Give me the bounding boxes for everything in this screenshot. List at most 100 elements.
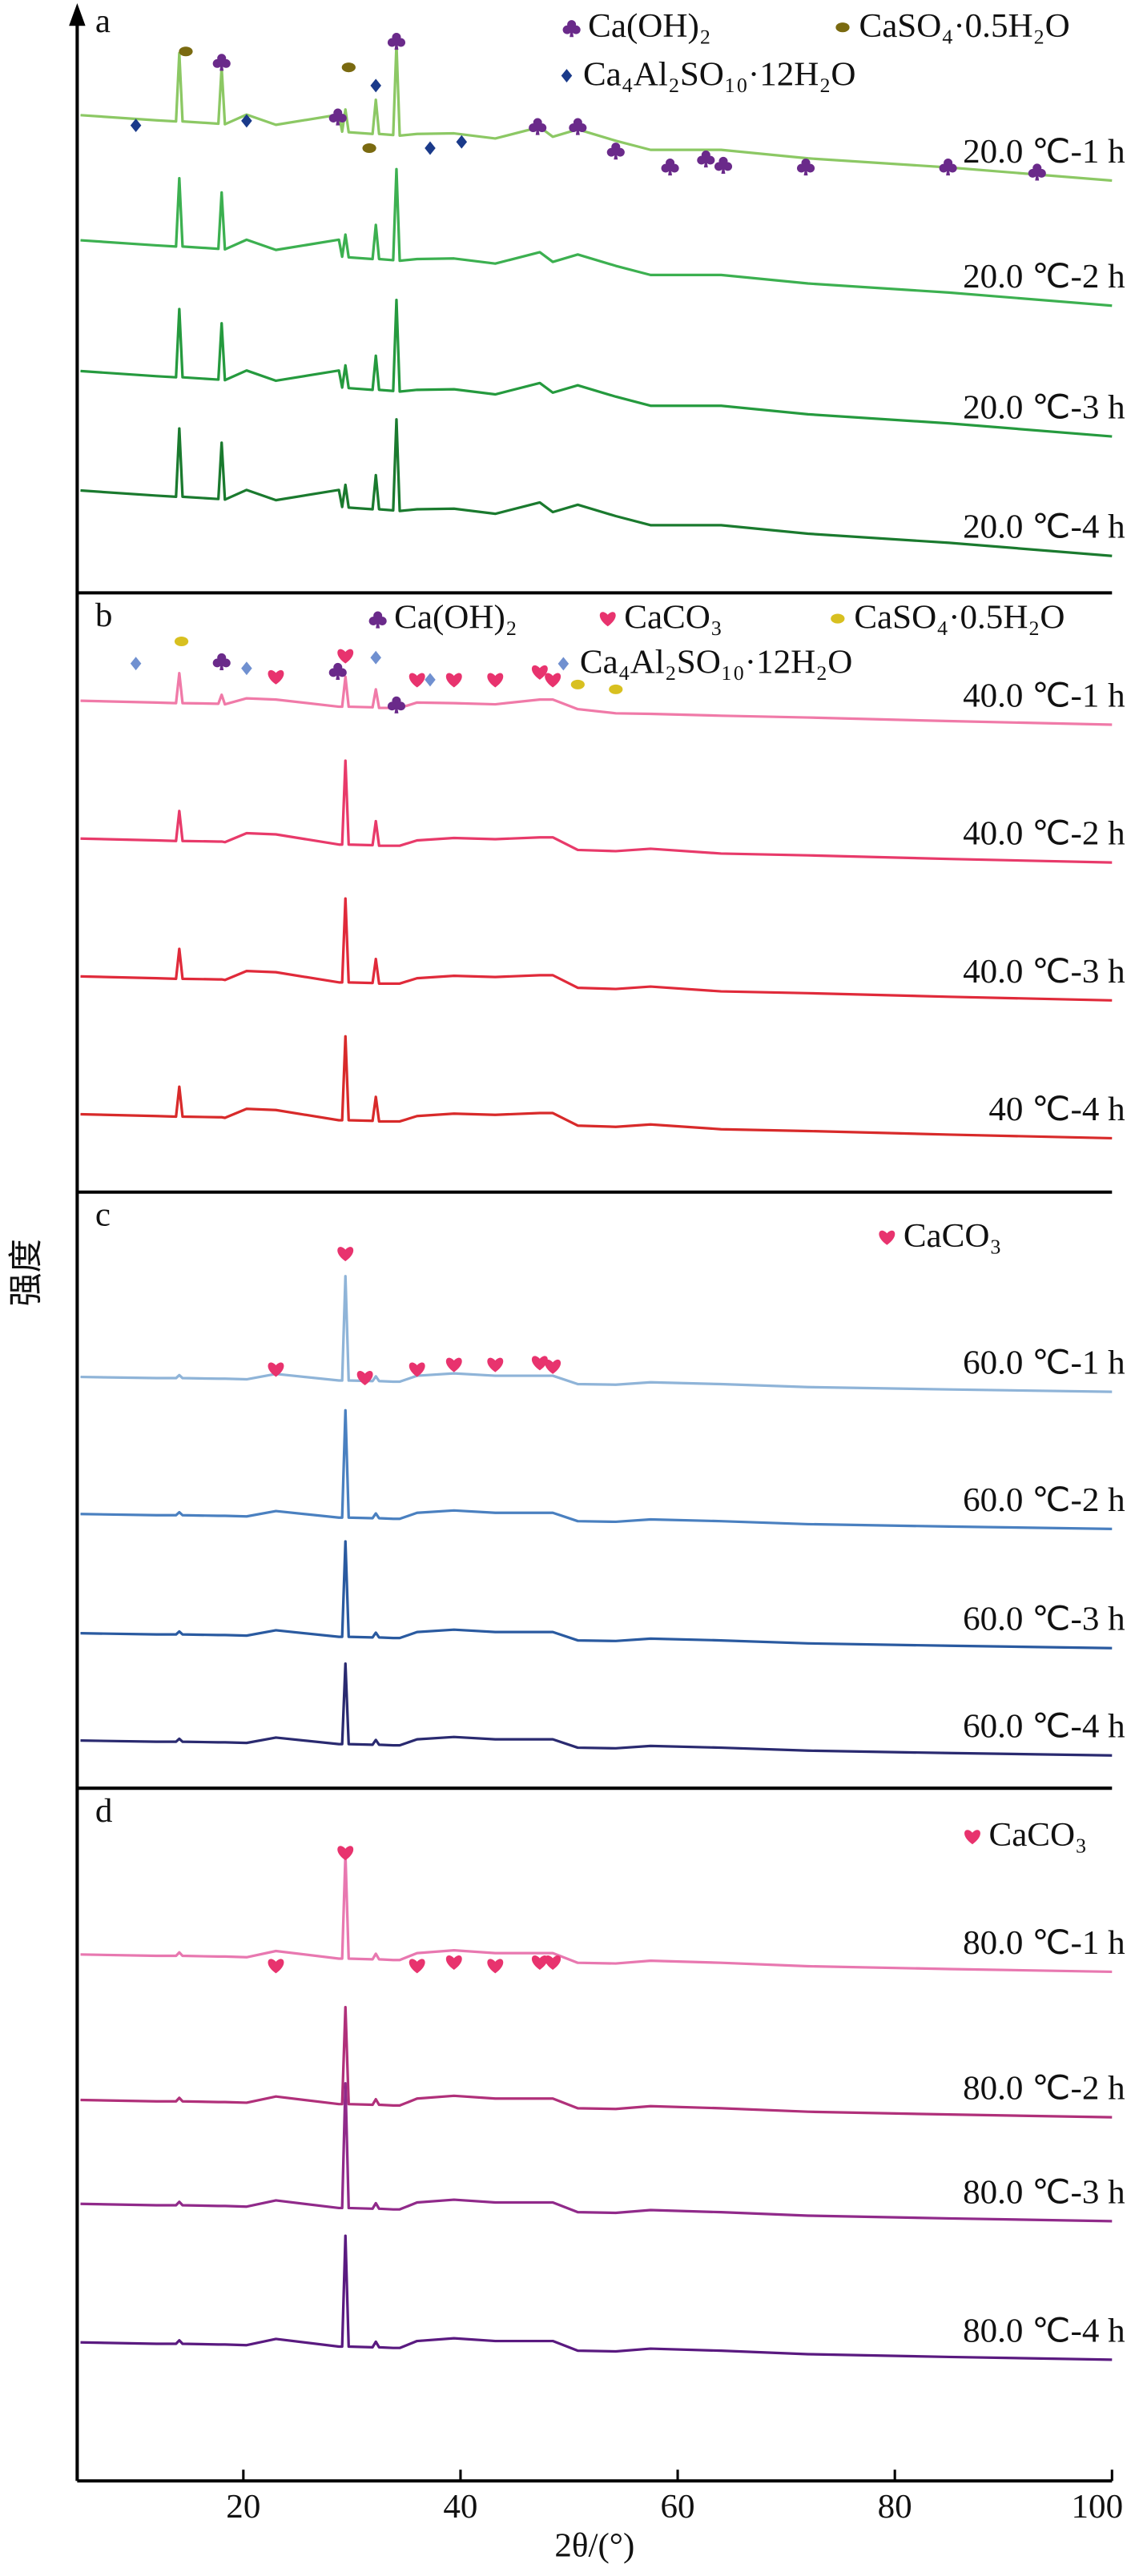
legend-label: CaSO₄·0.5H₂O xyxy=(854,599,1065,637)
legend-symbol xyxy=(561,69,573,83)
phase-marker xyxy=(487,1357,504,1372)
series-label: 80.0 ℃-1 h xyxy=(963,1924,1125,1962)
phase-marker xyxy=(939,158,957,176)
panel-label: a xyxy=(95,2,111,40)
phase-marker xyxy=(409,1362,425,1377)
legend-label: Ca₄Al₂SO₁₀·12H₂O xyxy=(583,56,855,94)
phase-marker xyxy=(387,33,406,50)
phase-marker xyxy=(337,1846,354,1861)
phase-marker xyxy=(387,696,406,713)
phase-marker xyxy=(409,1959,425,1974)
legend-label: Ca(OH)₂ xyxy=(588,7,711,45)
xrd-curve xyxy=(80,418,1113,557)
y-axis-arrow xyxy=(69,3,86,26)
phase-marker xyxy=(609,684,623,694)
xrd-curve xyxy=(80,2005,1113,2119)
legend-symbol xyxy=(368,611,387,629)
phase-marker xyxy=(212,653,231,671)
phase-marker xyxy=(445,1357,462,1372)
phase-marker xyxy=(570,679,585,689)
phase-marker xyxy=(545,1359,561,1374)
phase-marker xyxy=(531,1955,548,1970)
xrd-curve xyxy=(80,2082,1113,2223)
phase-marker xyxy=(1028,163,1046,181)
phase-marker xyxy=(130,657,142,671)
phase-marker xyxy=(697,151,715,168)
legend-symbol xyxy=(599,612,616,627)
legend-label: CaSO₄·0.5H₂O xyxy=(859,7,1069,45)
series-label: 40.0 ℃-3 h xyxy=(963,953,1125,991)
series-label: 80.0 ℃-4 h xyxy=(963,2313,1125,2350)
legend-label: Ca(OH)₂ xyxy=(394,599,517,637)
legend-symbol xyxy=(879,1230,896,1245)
series-label: 40.0 ℃-2 h xyxy=(963,815,1125,853)
x-axis-label: 2θ/(°) xyxy=(554,2527,634,2565)
series-label: 80.0 ℃-3 h xyxy=(963,2174,1125,2212)
legend-label: CaCO₃ xyxy=(624,599,722,637)
phase-marker xyxy=(337,1247,354,1262)
phase-marker xyxy=(130,119,142,133)
legend-label: Ca₄Al₂SO₁₀·12H₂O xyxy=(580,644,852,681)
phase-marker xyxy=(425,141,436,155)
panel-label: c xyxy=(95,1196,111,1234)
x-tick-label: 100 xyxy=(1072,2489,1124,2526)
phase-marker xyxy=(487,673,504,688)
phase-marker xyxy=(531,1356,548,1371)
phase-marker xyxy=(241,114,252,128)
xrd-curve xyxy=(80,1275,1113,1393)
xrd-curve xyxy=(80,167,1113,307)
x-tick-label: 60 xyxy=(661,2489,695,2526)
phase-marker xyxy=(341,62,356,73)
phase-marker xyxy=(545,1955,561,1970)
series-label: 60.0 ℃-1 h xyxy=(963,1344,1125,1382)
legend-symbol xyxy=(831,613,845,624)
series-label: 40.0 ℃-1 h xyxy=(963,677,1125,715)
phase-marker xyxy=(531,665,548,680)
phase-marker xyxy=(356,1370,373,1385)
legend-symbol xyxy=(562,20,581,38)
phase-marker xyxy=(445,673,462,688)
xrd-curve xyxy=(80,759,1113,864)
phase-marker xyxy=(425,673,436,687)
series-label: 20.0 ℃-4 h xyxy=(963,508,1125,546)
panel-label: d xyxy=(95,1792,113,1830)
series-label: 40 ℃-4 h xyxy=(988,1091,1125,1128)
series-label: 60.0 ℃-4 h xyxy=(963,1708,1125,1746)
phase-marker xyxy=(268,669,284,685)
phase-marker xyxy=(337,649,354,664)
legend-symbol xyxy=(964,1830,980,1845)
phase-marker xyxy=(714,156,733,174)
phase-marker xyxy=(370,650,381,665)
series-label: 80.0 ℃-2 h xyxy=(963,2070,1125,2108)
phase-marker xyxy=(241,661,252,676)
xrd-curve xyxy=(80,1853,1113,1974)
phase-marker xyxy=(179,46,193,57)
xrd-curve xyxy=(80,1540,1113,1650)
xrd-curve xyxy=(80,42,1113,183)
phase-marker xyxy=(328,662,347,680)
xrd-curve xyxy=(80,1409,1113,1530)
y-axis-label: 强度 xyxy=(7,1239,45,1306)
x-tick-label: 20 xyxy=(226,2489,260,2526)
series-label: 60.0 ℃-2 h xyxy=(963,1481,1125,1519)
xrd-curve xyxy=(80,672,1113,726)
xrd-curve xyxy=(80,1662,1113,1757)
phase-marker xyxy=(370,78,381,93)
xrd-curve xyxy=(80,1035,1113,1140)
series-label: 20.0 ℃-1 h xyxy=(963,133,1125,171)
legend-symbol xyxy=(557,657,570,671)
phase-marker xyxy=(174,636,189,647)
phase-marker xyxy=(796,158,815,176)
xrd-curve xyxy=(80,2234,1113,2361)
phase-marker xyxy=(529,118,547,135)
phase-marker xyxy=(268,1362,284,1377)
phase-marker xyxy=(409,673,425,688)
phase-marker xyxy=(328,108,347,126)
x-tick-label: 40 xyxy=(443,2489,477,2526)
x-tick-label: 80 xyxy=(878,2489,912,2526)
phase-marker xyxy=(569,118,587,135)
phase-marker xyxy=(212,54,231,71)
xrd-curve xyxy=(80,299,1113,438)
phase-marker xyxy=(362,143,376,154)
